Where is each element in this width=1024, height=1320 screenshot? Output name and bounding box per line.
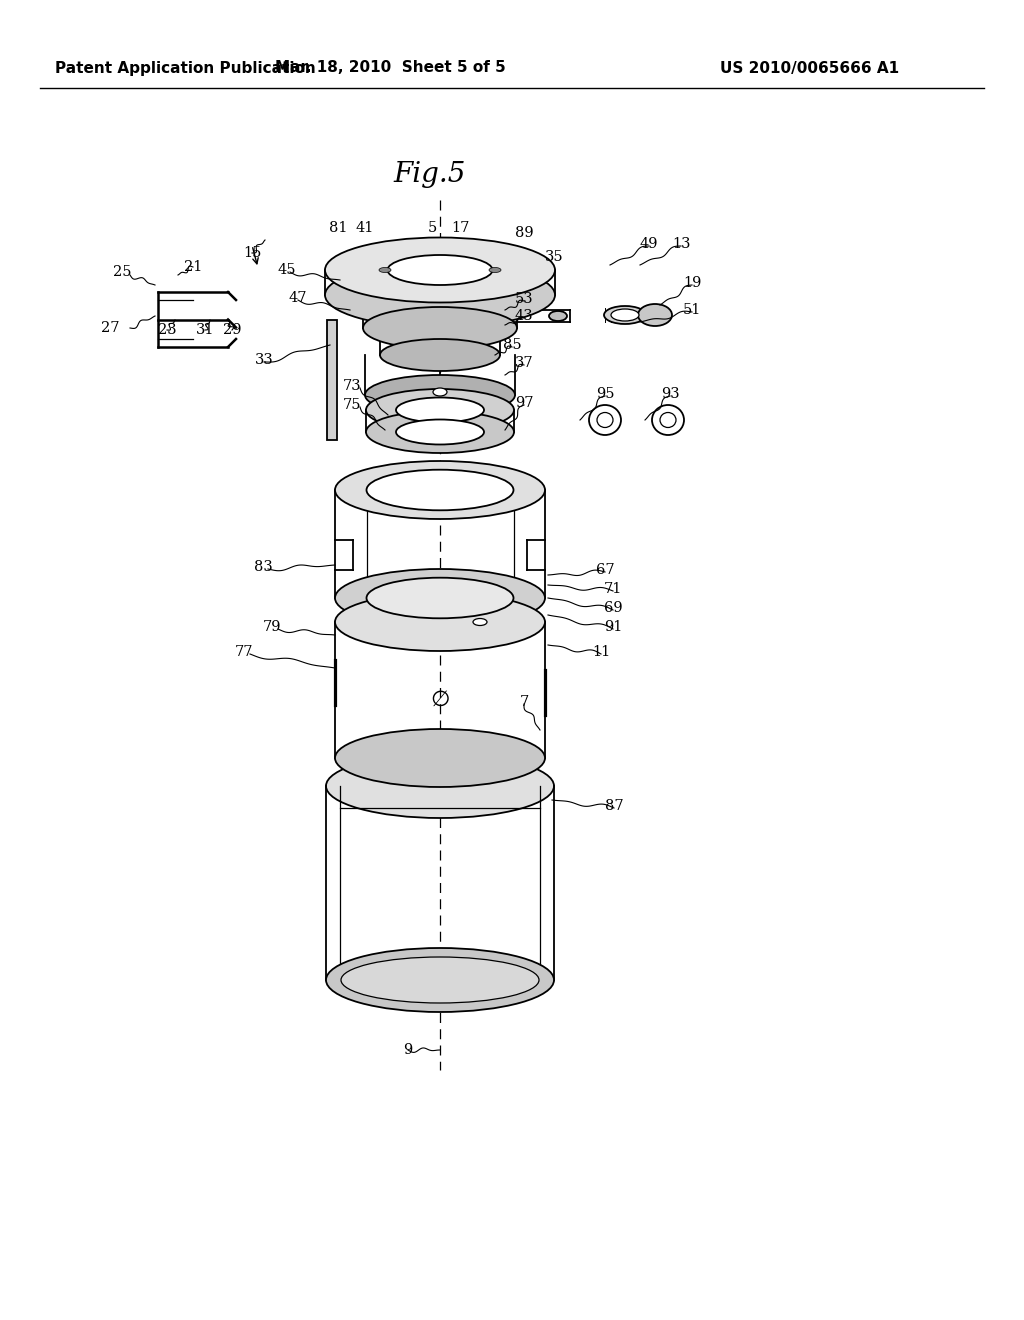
Ellipse shape bbox=[396, 397, 484, 422]
Text: 83: 83 bbox=[254, 560, 272, 574]
Text: Patent Application Publication: Patent Application Publication bbox=[55, 61, 315, 75]
Ellipse shape bbox=[367, 578, 513, 618]
Ellipse shape bbox=[335, 461, 545, 519]
Ellipse shape bbox=[473, 619, 487, 626]
Text: 49: 49 bbox=[640, 238, 658, 251]
Ellipse shape bbox=[366, 389, 514, 432]
Text: 69: 69 bbox=[604, 601, 623, 615]
Text: 85: 85 bbox=[503, 338, 521, 352]
Text: 19: 19 bbox=[683, 276, 701, 290]
Text: 75: 75 bbox=[343, 399, 361, 412]
Text: 13: 13 bbox=[672, 238, 690, 251]
Text: 25: 25 bbox=[113, 265, 131, 279]
Text: 43: 43 bbox=[515, 309, 534, 323]
Ellipse shape bbox=[380, 339, 500, 371]
Ellipse shape bbox=[489, 268, 501, 272]
Text: 93: 93 bbox=[660, 387, 679, 401]
Text: 37: 37 bbox=[515, 356, 534, 370]
Text: US 2010/0065666 A1: US 2010/0065666 A1 bbox=[720, 61, 899, 75]
Ellipse shape bbox=[326, 754, 554, 818]
Text: 77: 77 bbox=[234, 645, 253, 659]
Ellipse shape bbox=[341, 957, 539, 1003]
Text: 97: 97 bbox=[515, 396, 534, 411]
Bar bbox=[327, 319, 337, 440]
Text: 47: 47 bbox=[289, 290, 307, 305]
Ellipse shape bbox=[396, 420, 484, 445]
Ellipse shape bbox=[366, 411, 514, 453]
Ellipse shape bbox=[549, 312, 567, 321]
Text: 27: 27 bbox=[100, 321, 119, 335]
Ellipse shape bbox=[611, 309, 639, 321]
Ellipse shape bbox=[362, 308, 517, 348]
Text: 33: 33 bbox=[255, 352, 273, 367]
Text: 5: 5 bbox=[427, 220, 436, 235]
Text: 21: 21 bbox=[184, 260, 202, 275]
Ellipse shape bbox=[638, 304, 672, 326]
Text: 67: 67 bbox=[596, 564, 614, 577]
Text: 17: 17 bbox=[451, 220, 469, 235]
Text: 79: 79 bbox=[263, 620, 282, 634]
Ellipse shape bbox=[660, 412, 676, 428]
Text: 51: 51 bbox=[683, 304, 701, 317]
Ellipse shape bbox=[433, 388, 447, 396]
Ellipse shape bbox=[326, 948, 554, 1012]
Text: 95: 95 bbox=[596, 387, 614, 401]
Text: 81: 81 bbox=[329, 220, 347, 235]
Ellipse shape bbox=[367, 470, 513, 511]
Ellipse shape bbox=[597, 412, 613, 428]
Text: 41: 41 bbox=[355, 220, 374, 235]
Ellipse shape bbox=[604, 306, 646, 323]
Text: 31: 31 bbox=[196, 323, 214, 337]
Text: Mar. 18, 2010  Sheet 5 of 5: Mar. 18, 2010 Sheet 5 of 5 bbox=[274, 61, 506, 75]
Text: 11: 11 bbox=[592, 645, 610, 659]
Text: 71: 71 bbox=[604, 582, 623, 597]
Text: 73: 73 bbox=[343, 379, 361, 393]
Text: 35: 35 bbox=[545, 249, 563, 264]
Ellipse shape bbox=[379, 268, 391, 272]
Text: Fig.5: Fig.5 bbox=[394, 161, 466, 189]
Text: 23: 23 bbox=[158, 323, 176, 337]
Ellipse shape bbox=[652, 405, 684, 436]
Text: 87: 87 bbox=[605, 799, 624, 813]
Ellipse shape bbox=[335, 729, 545, 787]
Text: 7: 7 bbox=[519, 696, 528, 709]
Ellipse shape bbox=[325, 238, 555, 302]
Ellipse shape bbox=[335, 569, 545, 627]
Text: 53: 53 bbox=[515, 292, 534, 306]
Text: 45: 45 bbox=[278, 263, 296, 277]
Ellipse shape bbox=[335, 593, 545, 651]
Text: 15: 15 bbox=[243, 246, 261, 260]
Ellipse shape bbox=[365, 375, 515, 414]
Text: $\varnothing$: $\varnothing$ bbox=[430, 690, 450, 710]
Ellipse shape bbox=[589, 405, 621, 436]
Text: 9: 9 bbox=[403, 1043, 413, 1057]
Text: 29: 29 bbox=[223, 323, 242, 337]
Text: 89: 89 bbox=[515, 226, 534, 240]
Ellipse shape bbox=[325, 263, 555, 327]
Ellipse shape bbox=[387, 255, 493, 285]
Text: 91: 91 bbox=[604, 620, 623, 634]
